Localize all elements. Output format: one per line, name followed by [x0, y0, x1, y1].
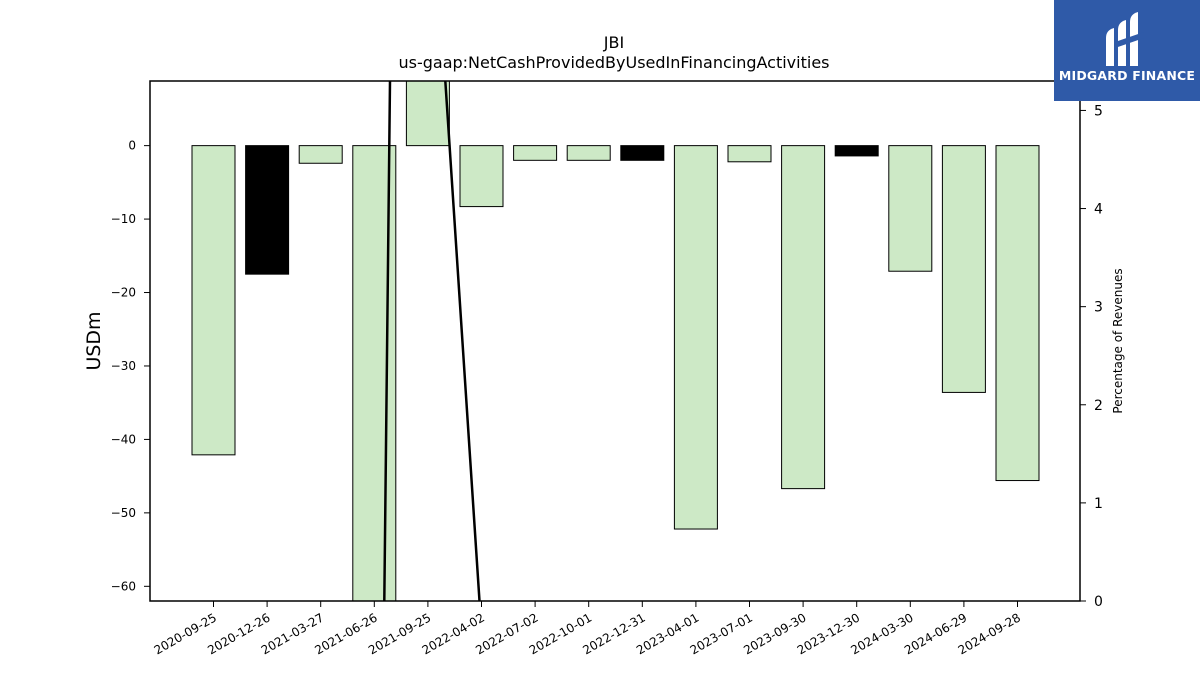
bar-2022-10-01	[566, 145, 611, 161]
bar-2022-07-02	[513, 145, 558, 161]
y2-tick-label: 5	[1094, 103, 1103, 119]
bar-2020-09-25	[191, 145, 236, 456]
y2-tick-label: 0	[1094, 594, 1103, 610]
bar-2024-06-29	[941, 145, 986, 393]
logo-text: MIDGARD FINANCE	[1058, 68, 1196, 83]
bar-2020-12-26	[245, 145, 290, 275]
y-axis-right: 0 1 2 3 4 5	[1080, 103, 1103, 610]
y-tick-label: 0	[128, 139, 136, 153]
bar-2023-07-01	[727, 145, 772, 163]
y-tick-label: −60	[111, 579, 136, 593]
y-axis-label: USDm	[83, 311, 105, 370]
y-axis-left: 0 −10 −20 −30 −40 −50 −60	[111, 139, 150, 593]
brand-logo: MIDGARD FINANCE	[1054, 0, 1200, 101]
bar-2024-09-28	[995, 145, 1040, 482]
plot-frame	[149, 80, 1081, 602]
bar-2023-09-30	[781, 145, 826, 490]
line-layer	[383, 81, 481, 601]
y-tick-label: −50	[111, 506, 136, 520]
bar-2021-03-27	[298, 145, 343, 164]
bar-2021-09-25	[405, 81, 450, 147]
bar-2023-04-01	[673, 145, 718, 530]
logo-mark-icon	[1106, 12, 1144, 66]
bar-2022-12-31	[620, 145, 665, 161]
y-tick-label: −20	[111, 286, 136, 300]
y-tick-label: −30	[111, 359, 136, 373]
y2-tick-label: 4	[1094, 202, 1103, 218]
y2-tick-label: 3	[1094, 300, 1103, 316]
y2-axis-label: Percentage of Revenues	[1111, 268, 1125, 413]
chart-title: JBI	[603, 33, 624, 52]
bar-2023-12-30	[834, 145, 879, 157]
bars-layer	[191, 81, 1040, 601]
y2-tick-label: 1	[1094, 496, 1103, 512]
chart-subtitle: us-gaap:NetCashProvidedByUsedInFinancing…	[398, 53, 829, 72]
y2-tick-label: 2	[1094, 398, 1103, 414]
percentage-line	[383, 81, 481, 601]
bar-2024-03-30	[888, 145, 933, 272]
y-tick-label: −10	[111, 212, 136, 226]
y-tick-label: −40	[111, 432, 136, 446]
bar-2022-04-02	[459, 145, 504, 208]
x-axis: 2020-09-252020-12-262021-03-272021-06-26…	[152, 601, 1023, 657]
